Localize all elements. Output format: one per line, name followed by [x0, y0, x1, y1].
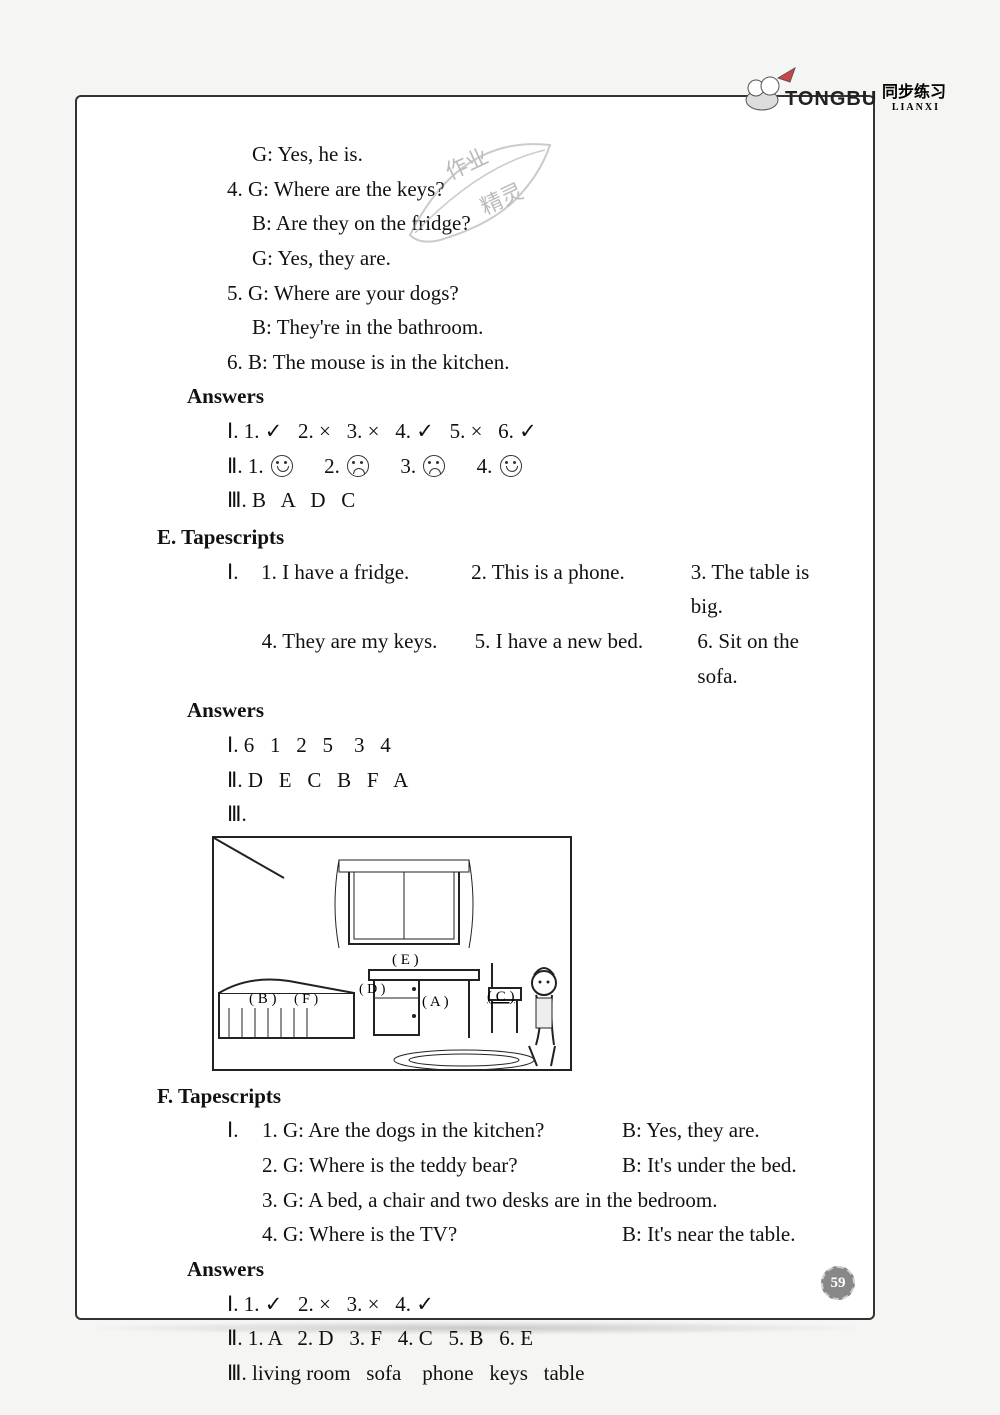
- roman-label: Ⅱ.: [227, 454, 248, 478]
- answers-heading: Answers: [117, 1252, 843, 1287]
- svg-text:( D ): ( D ): [359, 982, 386, 997]
- page-frame: G: Yes, he is. 4. G: Where are the keys?…: [75, 95, 875, 1320]
- tapescript-item: 6. Sit on the sofa.: [697, 624, 843, 693]
- answers-heading: Answers: [117, 379, 843, 414]
- sad-face-icon: [347, 455, 369, 477]
- answers-line: Ⅰ. 6 1 2 5 3 4: [117, 728, 843, 763]
- svg-text:精灵: 精灵: [477, 178, 527, 219]
- tapescript-item: 1. I have a fridge.: [261, 555, 471, 624]
- face-item: 3.: [400, 454, 447, 478]
- page-number: 59: [831, 1275, 846, 1292]
- answers-line: Ⅰ. 1. ✓ 2. × 3. × 4. ✓: [117, 1287, 843, 1322]
- roman-label: Ⅰ.: [227, 1113, 262, 1148]
- tapescript-item: 2. This is a phone.: [471, 555, 691, 624]
- logo-text-main: TONGBU: [785, 88, 877, 111]
- answers-line-faces: Ⅱ. 1. 2. 3. 4.: [117, 449, 843, 484]
- svg-text:作业: 作业: [442, 143, 492, 184]
- tapescript-q: 2. G: Where is the teddy bear?: [262, 1148, 622, 1183]
- tapescript-a: B: Yes, they are.: [622, 1113, 760, 1148]
- roman-label: Ⅲ.: [227, 797, 257, 832]
- tapescript-row: 3. G: A bed, a chair and two desks are i…: [117, 1183, 843, 1218]
- tapescript-row: 4. They are my keys. 5. I have a new bed…: [117, 624, 843, 693]
- tapescript-q: 3. G: A bed, a chair and two desks are i…: [262, 1183, 717, 1218]
- room-illustration: ( E ) ( D ) ( A ) ( B ): [212, 836, 572, 1071]
- answers-line: Ⅰ. 1. ✓ 2. × 3. × 4. ✓ 5. × 6. ✓: [117, 414, 843, 449]
- answers-line: Ⅲ. B A D C: [117, 483, 843, 518]
- svg-text:( C ): ( C ): [487, 989, 515, 1005]
- face-item: 2.: [324, 454, 371, 478]
- room-svg: ( E ) ( D ) ( A ) ( B ): [214, 838, 574, 1073]
- dialogue-line: 6. B: The mouse is in the kitchen.: [117, 345, 843, 380]
- tapescript-a: B: It's under the bed.: [622, 1148, 797, 1183]
- logo-pinyin: LIANXI: [892, 102, 940, 113]
- svg-text:( E ): ( E ): [392, 952, 419, 968]
- svg-text:( A ): ( A ): [422, 994, 449, 1010]
- page-number-badge: 59: [821, 1266, 855, 1300]
- answers-heading: Answers: [117, 693, 843, 728]
- tapescript-row: 2. G: Where is the teddy bear? B: It's u…: [117, 1148, 843, 1183]
- tapescript-q: 1. G: Are the dogs in the kitchen?: [262, 1113, 622, 1148]
- svg-text:( F ): ( F ): [294, 992, 318, 1007]
- svg-text:( B ): ( B ): [249, 991, 277, 1007]
- watermark-leaf-icon: 作业 精灵: [400, 125, 560, 255]
- brand-logo: TONGBU 同步练习 LIANXI: [750, 60, 950, 140]
- happy-face-icon: [271, 455, 293, 477]
- tapescript-item: 4. They are my keys.: [262, 624, 475, 693]
- sad-face-icon: [423, 455, 445, 477]
- tapescript-q: 4. G: Where is the TV?: [262, 1217, 622, 1252]
- face-item: 1.: [248, 454, 295, 478]
- section-f-heading: F. Tapescripts: [117, 1079, 843, 1114]
- dialogue-line: 5. G: Where are your dogs?: [117, 276, 843, 311]
- answers-line: Ⅲ. living room sofa phone keys table: [117, 1356, 843, 1391]
- tapescript-row: 4. G: Where is the TV? B: It's near the …: [117, 1217, 843, 1252]
- happy-face-icon: [500, 455, 522, 477]
- page-shadow: [75, 1321, 875, 1335]
- answers-line: Ⅱ. D E C B F A: [117, 763, 843, 798]
- section-e-heading: E. Tapescripts: [117, 520, 843, 555]
- logo-cn: 同步练习: [882, 84, 946, 101]
- roman-label: Ⅰ.: [227, 555, 261, 624]
- dialogue-line: B: They're in the bathroom.: [117, 310, 843, 345]
- answers-illustration-row: Ⅲ.: [117, 797, 843, 832]
- page-content: G: Yes, he is. 4. G: Where are the keys?…: [117, 137, 843, 1391]
- tapescript-row: Ⅰ. 1. I have a fridge. 2. This is a phon…: [117, 555, 843, 624]
- face-item: 4.: [477, 454, 524, 478]
- tapescript-row: Ⅰ. 1. G: Are the dogs in the kitchen? B:…: [117, 1113, 843, 1148]
- logo-text-sub: 同步练习: [882, 78, 946, 102]
- tapescript-a: B: It's near the table.: [622, 1217, 795, 1252]
- tapescript-item: 3. The table is big.: [691, 555, 843, 624]
- tapescript-item: 5. I have a new bed.: [475, 624, 698, 693]
